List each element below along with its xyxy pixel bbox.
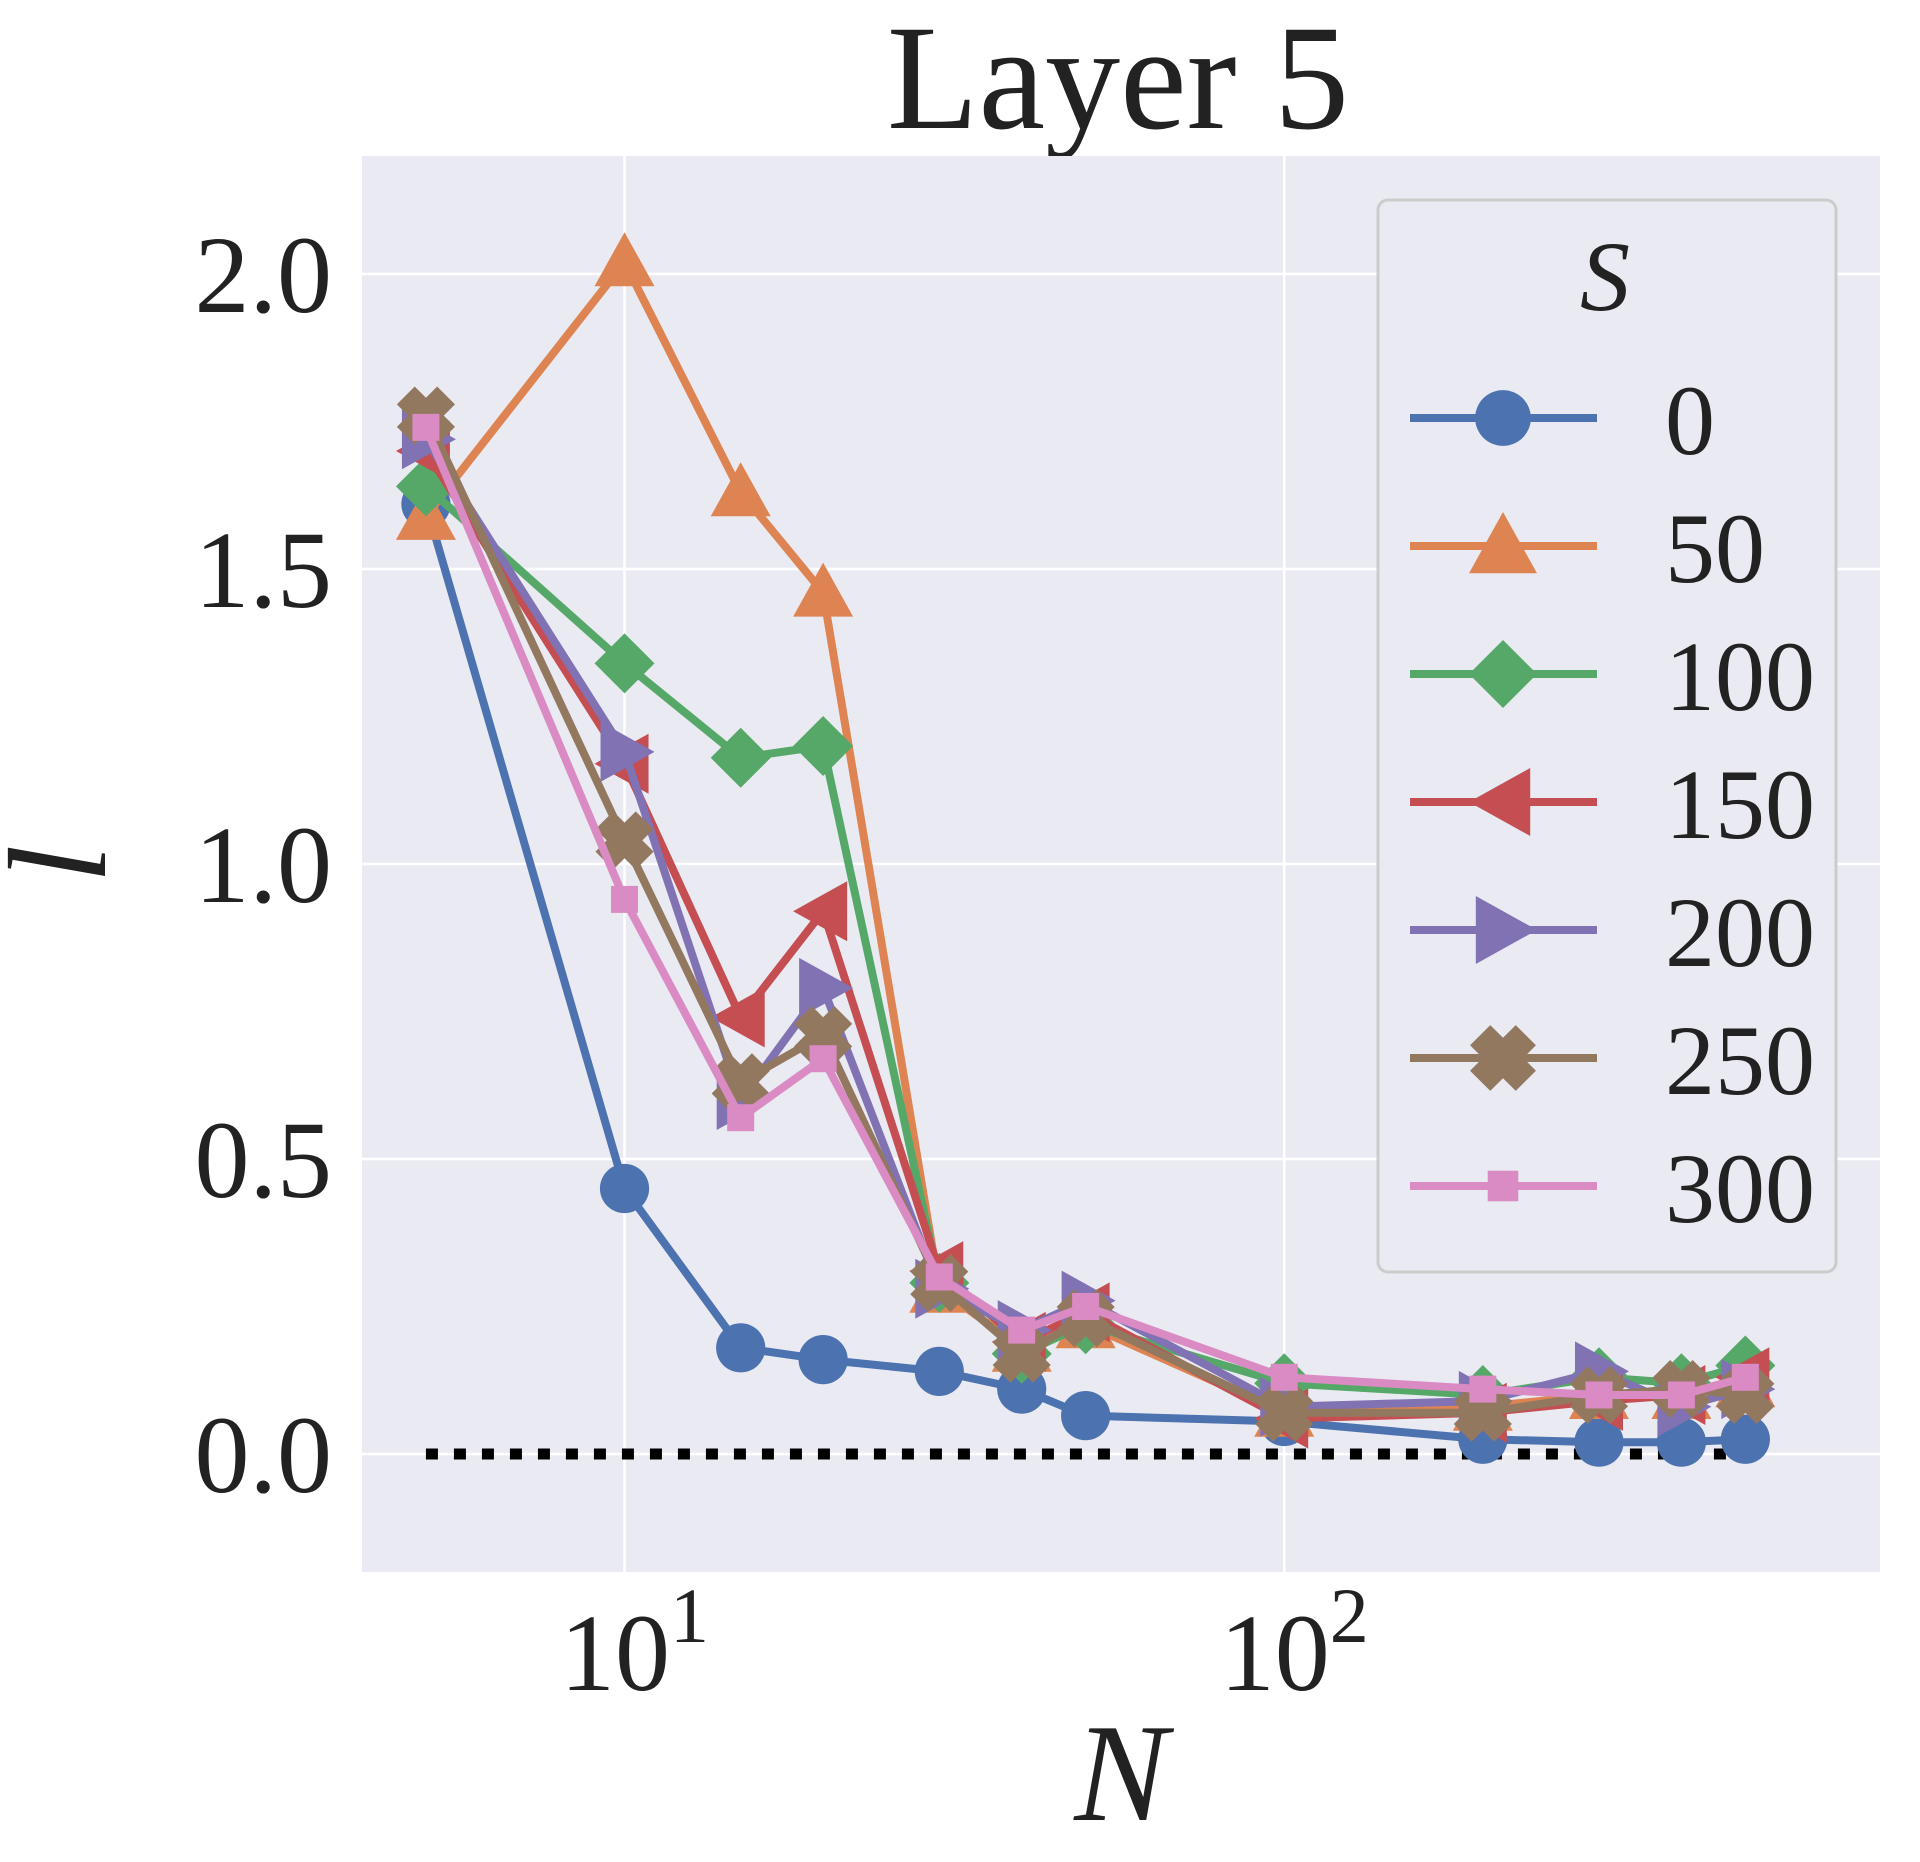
data-point bbox=[793, 881, 848, 942]
y-tick-label: 1.5 bbox=[195, 509, 333, 631]
legend-marker bbox=[1469, 640, 1537, 708]
y-tick-labels: 0.0 0.5 1.0 1.5 2.0 bbox=[195, 214, 333, 1516]
data-point bbox=[412, 413, 440, 441]
y-tick-label: 0.5 bbox=[195, 1099, 333, 1221]
data-point bbox=[1255, 1383, 1314, 1442]
y-tick-label: 1.0 bbox=[195, 804, 333, 926]
data-point bbox=[1270, 1363, 1298, 1391]
data-point bbox=[710, 462, 771, 517]
y-axis-label: l bbox=[0, 845, 136, 884]
legend-marker bbox=[1487, 1170, 1519, 1202]
data-point bbox=[600, 721, 655, 782]
data-point bbox=[1008, 1316, 1036, 1344]
legend-label: 100 bbox=[1665, 621, 1815, 732]
data-point bbox=[1731, 1363, 1759, 1391]
y-tick-label: 0.0 bbox=[195, 1394, 333, 1516]
legend-label: 50 bbox=[1665, 493, 1765, 604]
legend-marker bbox=[1469, 512, 1537, 574]
chart-title: Layer 5 bbox=[887, 0, 1349, 161]
legend-marker bbox=[1475, 390, 1531, 446]
legend-title: S bbox=[1580, 221, 1630, 332]
data-point bbox=[710, 727, 771, 788]
data-point bbox=[1061, 1391, 1111, 1441]
legend-label: 250 bbox=[1665, 1005, 1815, 1116]
legend-item: 150 bbox=[1410, 749, 1815, 860]
data-point bbox=[1720, 1414, 1770, 1464]
legend-item: 250 bbox=[1410, 1005, 1815, 1116]
x-axis-label: N bbox=[1072, 1696, 1174, 1851]
data-point bbox=[793, 716, 854, 776]
legend-item: 200 bbox=[1410, 877, 1815, 988]
legend-item: 300 bbox=[1410, 1133, 1815, 1244]
legend-marker bbox=[1470, 1025, 1536, 1091]
legend-item: 100 bbox=[1410, 621, 1815, 732]
data-point bbox=[594, 633, 655, 694]
data-point bbox=[1453, 1383, 1512, 1442]
data-point bbox=[793, 562, 854, 617]
legend-label: 200 bbox=[1665, 877, 1815, 988]
legend: S 0 50 100 150 200 250 300 bbox=[1376, 198, 1838, 1274]
data-point bbox=[716, 1323, 766, 1373]
data-point bbox=[594, 232, 655, 287]
legend-marker bbox=[1469, 768, 1531, 836]
legend-box bbox=[1376, 198, 1838, 1274]
legend-label: 300 bbox=[1665, 1133, 1815, 1244]
data-point bbox=[798, 1335, 848, 1385]
series-300 bbox=[412, 413, 1759, 1409]
data-point bbox=[727, 1104, 755, 1132]
data-point bbox=[1469, 1375, 1497, 1403]
legend-label: 150 bbox=[1665, 749, 1815, 860]
y-tick-label: 2.0 bbox=[195, 214, 333, 336]
legend-item: 0 bbox=[1410, 365, 1715, 476]
data-point bbox=[799, 957, 854, 1018]
legend-label: 0 bbox=[1665, 365, 1715, 476]
data-point bbox=[1574, 1417, 1624, 1467]
x-tick-label: 101 bbox=[560, 1572, 709, 1714]
series-group bbox=[395, 232, 1776, 1467]
data-point bbox=[1667, 1381, 1695, 1409]
data-point bbox=[794, 1006, 853, 1065]
data-point bbox=[992, 1324, 1051, 1383]
data-point bbox=[1585, 1381, 1613, 1409]
legend-marker bbox=[1475, 896, 1537, 964]
series-line bbox=[422, 425, 1747, 1399]
data-point bbox=[710, 987, 765, 1048]
data-point bbox=[599, 1163, 650, 1214]
data-point bbox=[925, 1263, 953, 1291]
data-point bbox=[914, 1346, 964, 1396]
legend-item: 50 bbox=[1410, 493, 1765, 604]
x-tick-label: 102 bbox=[1220, 1572, 1369, 1714]
data-point bbox=[1072, 1293, 1100, 1320]
data-point bbox=[611, 885, 639, 913]
data-point bbox=[809, 1045, 837, 1073]
x-tick-labels: 101 102 bbox=[560, 1572, 1369, 1714]
